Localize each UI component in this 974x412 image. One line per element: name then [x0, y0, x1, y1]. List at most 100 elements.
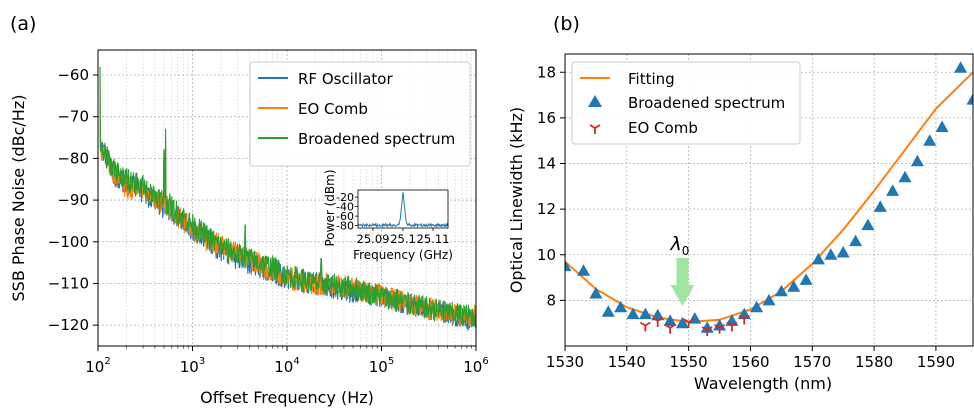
inset-xlabel: Frequency (GHz): [353, 248, 453, 262]
scatter-point-broadened-spectrum: [799, 273, 813, 285]
scatter-point-broadened-spectrum: [750, 300, 764, 313]
scatter-point-broadened-spectrum: [638, 307, 652, 320]
x-tick-label: 1550: [670, 353, 708, 371]
y-tick-label: −100: [48, 233, 89, 251]
scatter-point-broadened-spectrum: [675, 316, 689, 329]
panel-a-ylabel: SSB Phase Noise (dBc/Hz): [9, 95, 28, 302]
lambda0-arrow: [670, 258, 695, 306]
y-tick-label: −90: [57, 191, 89, 209]
panel-b-axes-frame: [564, 53, 974, 347]
y-tick-label: −110: [48, 274, 89, 292]
inset-series: [357, 191, 449, 229]
inset-ylabel: Power (dBm): [323, 170, 337, 247]
x-tick-exponent: 2: [104, 356, 110, 367]
y-tick-label: 10: [537, 246, 556, 264]
inset-y-tick-label: -40: [336, 201, 354, 214]
panel-a-series: [99, 66, 477, 331]
inset-x-tick-label: 25.09: [357, 232, 390, 246]
panel-b-ticks: 1530 1540 1550 1560 1570 1580 1590 8 10 12 14 16 18: [537, 63, 955, 371]
panel-a-legend: RF Oscillator EO Comb Broadened spectrum: [249, 61, 471, 167]
scatter-point-broadened-spectrum: [910, 154, 924, 167]
y-tick-label: 16: [537, 109, 556, 127]
scatter-point-broadened-spectrum: [824, 248, 838, 260]
scatter-point-broadened-spectrum: [725, 314, 739, 326]
legend-label-broadened-spectrum-b: Broadened spectrum: [628, 94, 785, 112]
scatter-point-broadened-spectrum: [565, 259, 572, 272]
legend-label-eo-comb-b: EO Comb: [628, 119, 698, 137]
panel-b-annotation: λ0: [669, 233, 695, 306]
inset-spectrum-line: [357, 191, 449, 229]
scatter-point-broadened-spectrum: [836, 245, 850, 258]
scatter-point-broadened-spectrum: [861, 218, 875, 231]
scatter-point-broadened-spectrum: [774, 284, 788, 297]
y-tick-label: 12: [537, 200, 556, 218]
inset-x-tick-label: 25.1: [390, 232, 416, 246]
scatter-point-eo-comb: [652, 317, 664, 327]
scatter-point-broadened-spectrum: [601, 305, 615, 317]
scatter-point-broadened-spectrum: [966, 93, 973, 105]
inset-y-tick-label: -60: [336, 210, 354, 223]
y-tick-label: 18: [537, 63, 556, 81]
legend-marker-broadened-spectrum: [588, 95, 602, 107]
panel-b-legend: Fitting Broadened spectrum EO Comb: [571, 61, 801, 145]
y-tick-label: 8: [546, 291, 556, 309]
inset-y-tick-label: -80: [336, 220, 354, 233]
scatter-point-broadened-spectrum: [898, 170, 912, 183]
scatter-point-broadened-spectrum: [589, 287, 603, 299]
panel-b-series: [565, 61, 973, 337]
scatter-point-broadened-spectrum: [811, 252, 825, 265]
scatter-point-broadened-spectrum: [614, 300, 628, 313]
panel-b-legend-box: [571, 61, 801, 145]
scatter-point-eo-comb: [714, 323, 726, 334]
x-tick-label: 105: [369, 356, 394, 376]
scatter-point-broadened-spectrum: [577, 264, 591, 276]
scatter-point-broadened-spectrum: [923, 134, 937, 146]
legend-label-broadened-spectrum: Broadened spectrum: [298, 130, 455, 148]
legend-label-fitting: Fitting: [628, 70, 675, 88]
x-tick-label: 1560: [731, 353, 769, 371]
x-tick-exponent: 5: [388, 356, 394, 367]
scatter-point-broadened-spectrum: [626, 307, 640, 320]
lambda0-label: λ0: [669, 233, 689, 258]
scatter-point-eo-comb: [726, 321, 738, 332]
scatter-point-broadened-spectrum: [762, 293, 776, 306]
lambda0-subscript: 0: [682, 244, 690, 258]
panel-b-label: (b): [553, 13, 580, 35]
panel-a: (a) 102 103 104 105 106 −60 −70 −80 −90 −100 −110 −…: [9, 13, 489, 407]
scatter-point-eo-comb: [639, 321, 651, 332]
panel-a-inset: 25.09 25.1 25.11 -20-40-60-80 Frequency (GH…: [323, 170, 453, 263]
legend-label-eo-comb: EO Comb: [298, 100, 368, 118]
y-tick-label: 14: [537, 155, 556, 173]
x-tick-exponent: 3: [199, 356, 205, 367]
y-tick-label: −70: [57, 108, 89, 126]
x-tick-label: 103: [180, 356, 205, 376]
x-tick-label: 106: [463, 356, 488, 376]
x-tick-label: 1530: [546, 353, 584, 371]
scatter-point-broadened-spectrum: [700, 321, 714, 333]
panel-a-ticks: 102 103 104 105 106 −60 −70 −80 −90 −100 −110 −120: [48, 66, 489, 376]
inset-y-tick-label: -20: [336, 191, 354, 204]
panel-a-legend-box: [249, 61, 471, 167]
scatter-point-eo-comb: [664, 323, 676, 334]
y-tick-label: −80: [57, 149, 89, 167]
x-tick-exponent: 4: [293, 356, 299, 367]
scatter-point-broadened-spectrum: [663, 314, 677, 326]
panel-a-label: (a): [10, 13, 36, 35]
lambda0-symbol: λ: [669, 233, 681, 255]
scatter-point-eo-comb: [701, 326, 713, 337]
panel-b-ylabel: Optical Linewidth (kHz): [507, 107, 526, 293]
scatter-point-broadened-spectrum: [886, 184, 900, 196]
y-tick-label: −60: [57, 66, 89, 84]
y-tick-label: −120: [48, 316, 89, 334]
scatter-point-broadened-spectrum: [873, 200, 887, 212]
x-tick-label: 1580: [855, 353, 893, 371]
inset-x-tick-label: 25.11: [417, 232, 450, 246]
x-tick-label: 1590: [917, 353, 955, 371]
scatter-point-broadened-spectrum: [849, 234, 863, 247]
scatter-point-eo-comb: [738, 314, 750, 325]
series-line-eo-comb: [99, 79, 477, 327]
x-tick-label: 1570: [793, 353, 831, 371]
scatter-point-broadened-spectrum: [954, 61, 968, 73]
x-tick-label: 102: [85, 356, 110, 376]
